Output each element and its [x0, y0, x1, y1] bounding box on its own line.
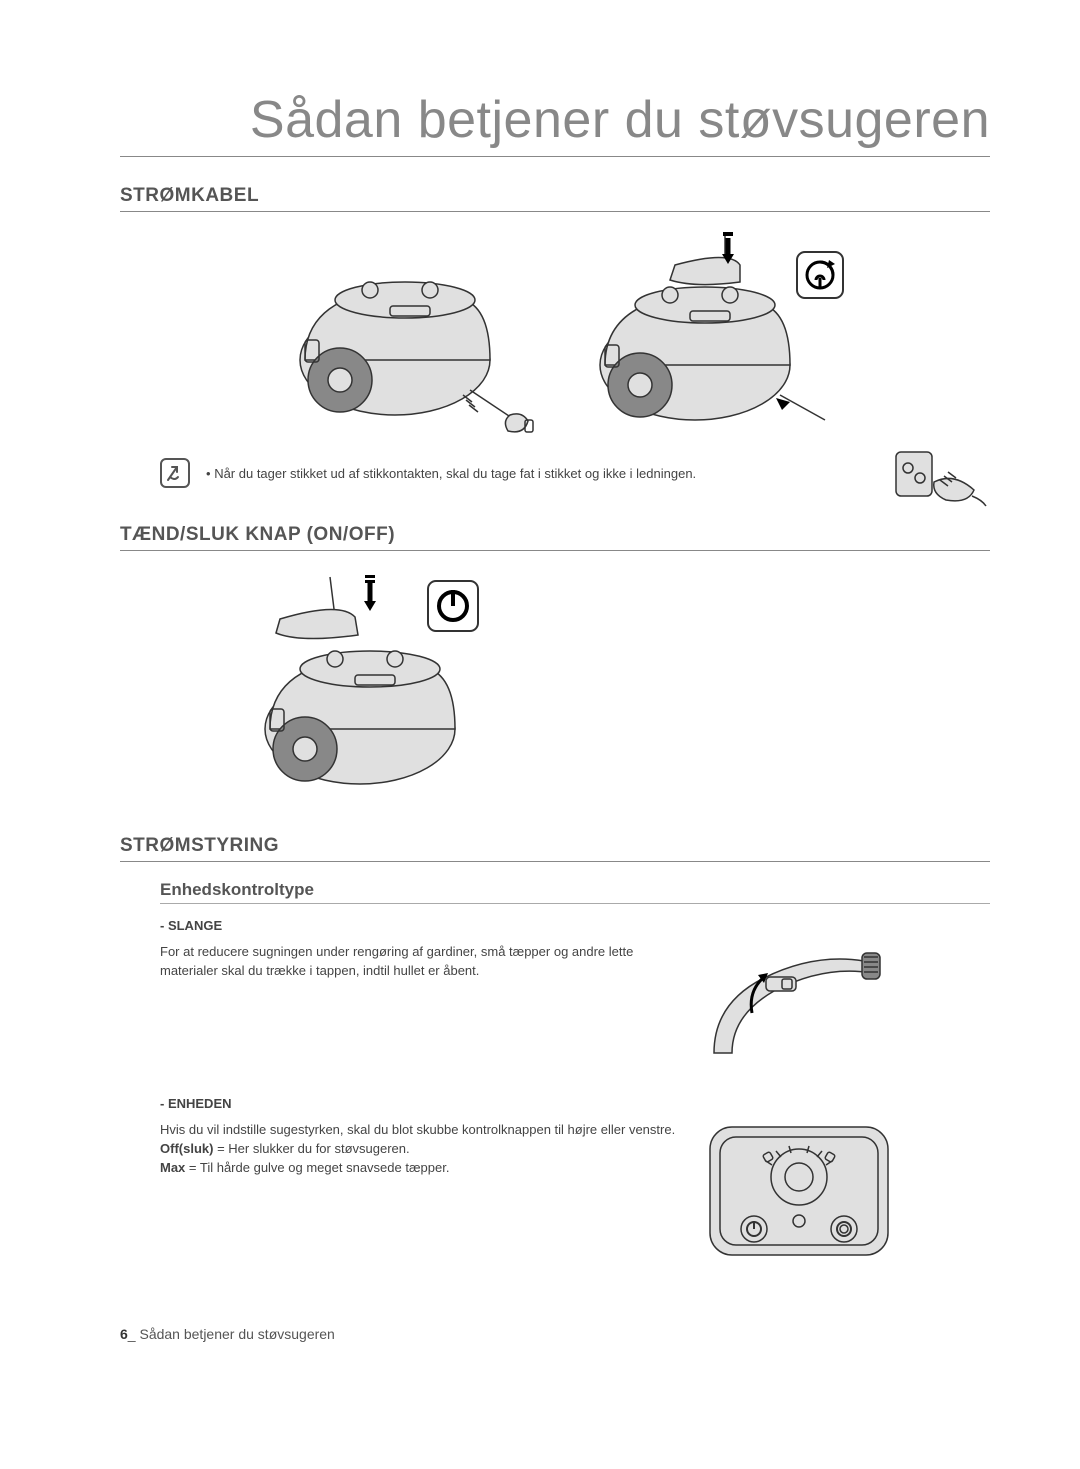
off-label: Off(sluk) — [160, 1141, 213, 1156]
power-icon — [426, 579, 480, 633]
subheading-control-type: Enhedskontroltype — [160, 880, 990, 904]
section-power-cord: STRØMKABEL — [120, 185, 990, 488]
illustration-plug-grab — [890, 448, 990, 508]
section-power-control: STRØMSTYRING Enhedskontroltype - SLANGE … — [120, 835, 990, 1266]
subitem-body-unit: - ENHEDEN Hvis du vil indstille sugestyr… — [160, 1096, 990, 1266]
page: Sådan betjener du støvsugeren STRØMKABEL — [0, 0, 1080, 1402]
illustration-vacuum-cord-retract — [575, 230, 835, 440]
subitem-hose: - SLANGE For at reducere sugningen under… — [160, 918, 990, 1068]
off-desc: = Her slukker du for støvsugeren. — [213, 1141, 409, 1156]
footer-page-number: 6 — [120, 1326, 128, 1342]
illustration-vacuum-on-off — [240, 569, 500, 799]
body-line1: Hvis du vil indstille sugestyrken, skal … — [160, 1121, 680, 1140]
subitem-hose-text: For at reducere sugningen under rengørin… — [160, 943, 680, 981]
note-bullet: • — [206, 466, 211, 481]
illustration-vacuum-cord-out — [275, 230, 535, 440]
cord-retract-icon — [795, 250, 845, 300]
heading-power-cord: STRØMKABEL — [120, 185, 990, 212]
heading-on-off: TÆND/SLUK KNAP (ON/OFF) — [120, 524, 990, 551]
heading-power-control: STRØMSTYRING — [120, 835, 990, 862]
page-title: Sådan betjener du støvsugeren — [120, 90, 990, 157]
note-body: Når du tager stikket ud af stikkontakten… — [214, 466, 696, 481]
max-desc: = Til hårde gulve og meget snavsede tæpp… — [185, 1160, 449, 1175]
subitem-body-text: Hvis du vil indstille sugestyrken, skal … — [160, 1121, 680, 1178]
subitem-body-title: - ENHEDEN — [160, 1096, 990, 1111]
illustration-control-panel — [704, 1121, 894, 1266]
subitem-hose-title: - SLANGE — [160, 918, 990, 933]
page-footer: 6_ Sådan betjener du støvsugeren — [120, 1326, 990, 1342]
section-on-off: TÆND/SLUK KNAP (ON/OFF) — [120, 524, 990, 799]
note-row: • Når du tager stikket ud af stikkontakt… — [160, 458, 990, 488]
footer-separator: _ — [128, 1326, 136, 1342]
note-icon — [160, 458, 190, 488]
illustration-row-cord — [120, 230, 990, 440]
note-text: • Når du tager stikket ud af stikkontakt… — [206, 466, 696, 481]
footer-text: Sådan betjener du støvsugeren — [139, 1326, 334, 1342]
illustration-hose — [704, 943, 884, 1068]
max-label: Max — [160, 1160, 185, 1175]
